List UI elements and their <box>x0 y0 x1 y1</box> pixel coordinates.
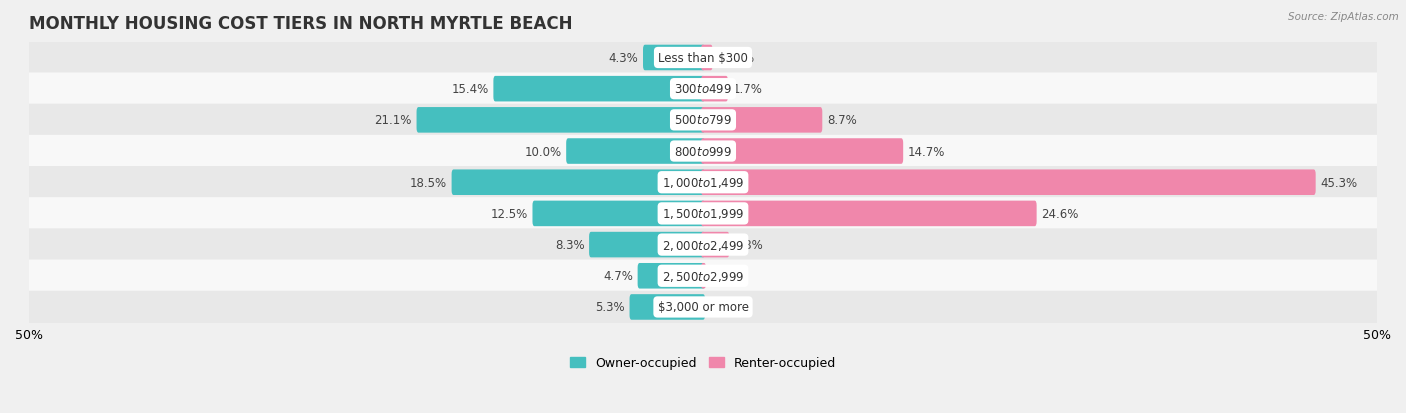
Text: 10.0%: 10.0% <box>524 145 561 158</box>
FancyBboxPatch shape <box>451 170 704 195</box>
FancyBboxPatch shape <box>28 291 1378 323</box>
Text: 4.3%: 4.3% <box>609 52 638 65</box>
FancyBboxPatch shape <box>28 229 1378 261</box>
FancyBboxPatch shape <box>28 104 1378 137</box>
FancyBboxPatch shape <box>702 263 706 289</box>
Text: 0.0%: 0.0% <box>710 301 740 314</box>
FancyBboxPatch shape <box>702 201 1036 227</box>
FancyBboxPatch shape <box>702 139 903 164</box>
Text: 21.1%: 21.1% <box>374 114 412 127</box>
FancyBboxPatch shape <box>638 263 704 289</box>
Text: 5.3%: 5.3% <box>595 301 624 314</box>
FancyBboxPatch shape <box>494 77 704 102</box>
Text: Less than $300: Less than $300 <box>658 52 748 65</box>
Text: $800 to $999: $800 to $999 <box>673 145 733 158</box>
Text: 4.7%: 4.7% <box>603 270 633 282</box>
FancyBboxPatch shape <box>28 260 1378 292</box>
Text: $3,000 or more: $3,000 or more <box>658 301 748 314</box>
Text: 0.07%: 0.07% <box>710 270 748 282</box>
FancyBboxPatch shape <box>28 135 1378 168</box>
FancyBboxPatch shape <box>28 166 1378 199</box>
Text: $1,000 to $1,499: $1,000 to $1,499 <box>662 176 744 190</box>
Text: $500 to $799: $500 to $799 <box>673 114 733 127</box>
Text: 1.7%: 1.7% <box>733 83 762 96</box>
FancyBboxPatch shape <box>28 73 1378 106</box>
Text: $1,500 to $1,999: $1,500 to $1,999 <box>662 207 744 221</box>
Text: 8.7%: 8.7% <box>827 114 856 127</box>
FancyBboxPatch shape <box>702 170 1316 195</box>
Text: 0.56%: 0.56% <box>717 52 755 65</box>
Text: $300 to $499: $300 to $499 <box>673 83 733 96</box>
FancyBboxPatch shape <box>416 108 704 133</box>
Text: 12.5%: 12.5% <box>491 207 527 221</box>
Text: Source: ZipAtlas.com: Source: ZipAtlas.com <box>1288 12 1399 22</box>
FancyBboxPatch shape <box>28 42 1378 74</box>
FancyBboxPatch shape <box>702 45 713 71</box>
Text: 45.3%: 45.3% <box>1320 176 1358 189</box>
FancyBboxPatch shape <box>589 232 704 258</box>
Text: MONTHLY HOUSING COST TIERS IN NORTH MYRTLE BEACH: MONTHLY HOUSING COST TIERS IN NORTH MYRT… <box>30 15 572 33</box>
FancyBboxPatch shape <box>533 201 704 227</box>
FancyBboxPatch shape <box>643 45 704 71</box>
FancyBboxPatch shape <box>28 198 1378 230</box>
Text: 18.5%: 18.5% <box>409 176 447 189</box>
FancyBboxPatch shape <box>630 294 704 320</box>
Text: 24.6%: 24.6% <box>1042 207 1078 221</box>
Text: $2,500 to $2,999: $2,500 to $2,999 <box>662 269 744 283</box>
FancyBboxPatch shape <box>702 232 730 258</box>
Text: $2,000 to $2,499: $2,000 to $2,499 <box>662 238 744 252</box>
FancyBboxPatch shape <box>702 108 823 133</box>
Text: 14.7%: 14.7% <box>908 145 945 158</box>
Text: 8.3%: 8.3% <box>555 239 585 252</box>
Text: 15.4%: 15.4% <box>451 83 489 96</box>
Text: 1.8%: 1.8% <box>734 239 763 252</box>
FancyBboxPatch shape <box>567 139 704 164</box>
FancyBboxPatch shape <box>702 77 728 102</box>
Legend: Owner-occupied, Renter-occupied: Owner-occupied, Renter-occupied <box>565 351 841 374</box>
